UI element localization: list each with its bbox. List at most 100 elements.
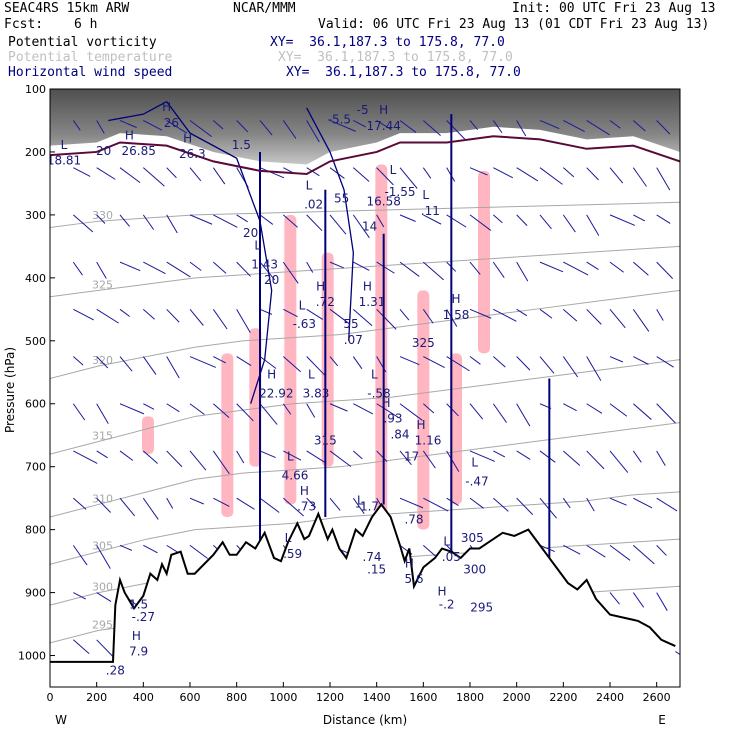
x-tick-label: 1000 <box>269 691 297 704</box>
wind-vector <box>352 356 363 370</box>
contour-annotation: 1.5 <box>129 597 148 611</box>
y-tick-label: 300 <box>25 209 46 222</box>
wind-vector <box>609 450 629 473</box>
theta-contour-label: 310 <box>92 492 113 505</box>
wind-vector <box>586 403 603 414</box>
theta-contour-label: 295 <box>92 618 113 631</box>
wind-vector <box>189 261 202 271</box>
wind-vector <box>609 544 631 561</box>
wind-vector <box>306 214 323 232</box>
x-axis-right-label: E <box>658 713 666 727</box>
wind-vector <box>353 261 370 271</box>
wind-vector <box>423 497 449 512</box>
wind-vector <box>423 120 441 137</box>
contour-annotation: .07 <box>344 333 363 347</box>
theta-contour-label: 330 <box>92 209 113 222</box>
wind-vector <box>656 120 671 135</box>
wind-vector <box>236 214 248 223</box>
x-tick-label: 400 <box>133 691 154 704</box>
contour-annotation: 295 <box>470 600 493 614</box>
x-tick-label: 1600 <box>409 691 437 704</box>
contour-annotation: H <box>381 396 390 410</box>
wind-vector <box>469 214 492 231</box>
contour-annotation: H <box>267 368 276 382</box>
wind-vector <box>563 450 581 466</box>
wind-vector <box>119 261 141 272</box>
contour-annotation: H <box>416 418 425 432</box>
theta-contour <box>50 289 680 380</box>
wind-vector <box>73 639 90 655</box>
wind-vector <box>633 544 655 565</box>
wind-vector <box>586 214 600 236</box>
wind-vector <box>656 309 664 321</box>
wind-vector <box>423 261 444 281</box>
pv-shading-patch <box>221 353 234 518</box>
wind-vector <box>166 120 188 134</box>
wind-vector <box>376 450 388 463</box>
contour-annotation: 7.9 <box>129 645 148 659</box>
contour-annotation: .11 <box>421 204 440 218</box>
wind-vector <box>492 120 503 134</box>
wind-vector <box>469 261 481 275</box>
wind-vector <box>72 261 83 276</box>
wind-vector <box>189 167 202 182</box>
wind-vector <box>119 120 137 128</box>
wind-vector <box>632 309 650 332</box>
wind-vector <box>493 167 514 179</box>
wind-speed-contour <box>108 101 167 122</box>
wind-vector <box>236 261 251 277</box>
wind-vector <box>609 261 624 273</box>
wind-vector <box>189 497 205 505</box>
wind-vector <box>72 120 81 131</box>
wind-vector <box>353 167 370 182</box>
contour-annotation: 325 <box>412 336 435 350</box>
y-tick-label: 900 <box>25 587 46 600</box>
wind-vector <box>493 356 506 368</box>
contour-annotation: .74 <box>362 550 381 564</box>
wind-vector <box>563 403 577 412</box>
wind-vector <box>586 544 606 558</box>
wind-vector <box>446 120 466 140</box>
wind-vector <box>166 497 174 509</box>
wind-vector <box>563 544 581 555</box>
theta-contour <box>50 491 680 565</box>
pv-shading-patch <box>417 290 430 530</box>
wind-vector <box>189 403 205 415</box>
wind-vector <box>96 639 114 658</box>
wind-vector <box>73 450 98 464</box>
wind-vector <box>633 497 653 509</box>
wind-vector <box>212 309 228 330</box>
contour-annotation: 1.5 <box>232 138 251 152</box>
wind-vector <box>329 356 339 367</box>
wind-vector <box>96 356 109 369</box>
wind-vector <box>283 214 298 228</box>
contour-annotation: H <box>316 279 325 293</box>
contour-annotation: H <box>162 100 171 114</box>
wind-vector <box>656 214 671 224</box>
contour-annotation: 315 <box>314 434 337 448</box>
wind-vector <box>259 261 276 281</box>
wind-vector <box>259 214 274 225</box>
wind-vector <box>166 403 180 413</box>
wind-vector <box>189 308 204 326</box>
wind-vector <box>399 214 416 222</box>
wind-vector <box>563 120 585 132</box>
contour-annotation: .02 <box>304 198 323 212</box>
wind-vector <box>609 308 626 329</box>
wind-vector <box>353 403 374 415</box>
wind-vector <box>166 450 183 468</box>
wind-vector <box>353 450 363 460</box>
wind-vector <box>609 403 628 417</box>
contour-annotation: L <box>285 531 292 545</box>
field-theta-label: Potential temperature <box>8 50 173 65</box>
field-theta-xy: XY= 36.1,187.3 to 175.8, 77.0 <box>278 50 513 65</box>
wind-vector <box>633 261 649 276</box>
contour-annotation: .28 <box>106 663 125 677</box>
x-tick-label: 1800 <box>456 691 484 704</box>
wind-vector <box>656 356 674 368</box>
contour-annotation: 26.85 <box>121 144 155 158</box>
forecast-label: Fcst: <box>4 17 44 32</box>
wind-vector <box>469 120 479 131</box>
contour-annotation: .72 <box>316 295 335 309</box>
contour-annotation: 22.92 <box>259 386 293 400</box>
